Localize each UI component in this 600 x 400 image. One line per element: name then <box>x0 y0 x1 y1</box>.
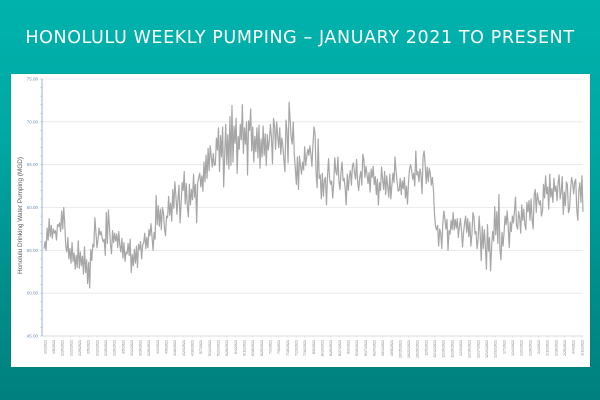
x-tick-label: 3/26/2021 <box>147 340 151 356</box>
x-tick-label: 10/1/2021 <box>381 340 385 356</box>
x-tick-label: 3/4/2022 <box>572 340 576 354</box>
x-tick-label: 12/3/2021 <box>459 340 463 356</box>
y-tick-label: 50.00 <box>27 291 39 296</box>
chart-panel: 45.00 50.00 55.00 60.00 65.00 70.00 75.00 1/1/2… <box>11 74 590 367</box>
x-tick-label: 1/29/2021 <box>78 340 82 356</box>
x-tick-label: 9/3/2021 <box>346 340 350 354</box>
x-tick-label: 1/15/2021 <box>61 340 65 356</box>
x-tick-label: 1/14/2022 <box>511 340 515 356</box>
x-tick-label: 2/5/2021 <box>87 340 91 354</box>
x-tick-label: 4/16/2021 <box>173 340 177 356</box>
x-tick-label: 2/26/2021 <box>113 340 117 356</box>
x-tick-label: 2/19/2021 <box>104 340 108 356</box>
x-tick-label: 1/7/2022 <box>502 340 506 354</box>
x-tick-label: 8/13/2021 <box>320 340 324 356</box>
x-tick-label: 5/7/2021 <box>199 340 203 354</box>
x-tick-label: 2/25/2022 <box>563 340 567 356</box>
slide-title: HONOLULU WEEKLY PUMPING – JANUARY 2021 T… <box>25 28 575 48</box>
x-tick-label: 11/12/2021 <box>433 340 437 358</box>
data-line <box>43 101 584 289</box>
x-tick-label: 10/29/2021 <box>416 340 420 358</box>
x-tick-label: 1/1/2021 <box>43 340 47 354</box>
x-tick-label: 9/24/2021 <box>372 340 376 356</box>
y-axis-title: Honolulu Drinking Water Pumping (MGD) <box>17 157 24 274</box>
x-tick-label: 1/21/2022 <box>520 340 524 356</box>
x-tick-label: 3/5/2021 <box>121 340 125 354</box>
x-tick-label: 8/27/2021 <box>338 340 342 356</box>
x-tick-label: 11/19/2021 <box>442 340 446 358</box>
x-tick-label: 6/18/2021 <box>251 340 255 356</box>
x-tick-label: 7/16/2021 <box>286 340 290 356</box>
x-tick-label: 4/30/2021 <box>191 340 195 356</box>
x-tick-label: 12/17/2021 <box>476 340 480 358</box>
x-tick-label: 12/24/2021 <box>485 340 489 358</box>
line-chart: 45.00 50.00 55.00 60.00 65.00 70.00 75.00 1/1/2… <box>17 77 584 359</box>
x-tick-label: 8/6/2021 <box>312 340 316 354</box>
x-tick-label: 6/4/2021 <box>234 340 238 354</box>
y-tick-label: 75.00 <box>27 77 39 82</box>
x-tick-label: 1/8/2021 <box>52 340 56 354</box>
x-tick-label: 2/18/2022 <box>554 340 558 356</box>
x-tick-label: 5/14/2021 <box>208 340 212 356</box>
x-tick-label: 7/2/2021 <box>268 340 272 354</box>
x-tick-label: 4/23/2021 <box>182 340 186 356</box>
x-tick-label: 6/11/2021 <box>243 340 247 356</box>
x-tick-label: 5/28/2021 <box>225 340 229 356</box>
x-tick-label: 2/4/2022 <box>537 340 541 354</box>
x-tick-label: 6/25/2021 <box>260 340 264 356</box>
x-tick-label: 3/12/2021 <box>130 340 134 356</box>
x-tick-label: 2/11/2022 <box>546 340 550 356</box>
y-tick-label: 55.00 <box>27 248 39 253</box>
x-tick-label: 7/23/2021 <box>294 340 298 356</box>
y-tick-label: 60.00 <box>27 205 39 210</box>
x-tick-label: 10/8/2021 <box>390 340 394 356</box>
y-tick-label: 70.00 <box>27 119 39 124</box>
x-tick-label: 1/22/2021 <box>69 340 73 356</box>
x-tick-label: 1/28/2022 <box>528 340 532 356</box>
x-tick-label: 7/30/2021 <box>303 340 307 356</box>
x-tick-label: 10/15/2021 <box>398 340 402 358</box>
x-tick-label: 9/10/2021 <box>355 340 359 356</box>
x-tick-label: 8/20/2021 <box>329 340 333 356</box>
x-tick-label: 7/9/2021 <box>277 340 281 354</box>
x-tick-label: 5/21/2021 <box>217 340 221 356</box>
x-tick-label: 11/26/2021 <box>450 340 454 358</box>
x-tick-label: 10/22/2021 <box>407 340 411 358</box>
x-tick-label: 3/11/2022 <box>580 340 584 356</box>
x-tick-label: 4/2/2021 <box>156 340 160 354</box>
x-tick-label: 9/17/2021 <box>364 340 368 356</box>
x-tick-label: 12/10/2021 <box>468 340 472 358</box>
x-tick-label: 4/9/2021 <box>165 340 169 354</box>
x-tick-label: 2/12/2021 <box>95 340 99 356</box>
y-tick-label: 65.00 <box>27 162 39 167</box>
x-tick-label: 3/19/2021 <box>139 340 143 356</box>
x-tick-label: 12/31/2021 <box>494 340 498 358</box>
y-tick-label: 45.00 <box>27 334 39 339</box>
x-tick-label: 11/5/2021 <box>424 340 428 356</box>
